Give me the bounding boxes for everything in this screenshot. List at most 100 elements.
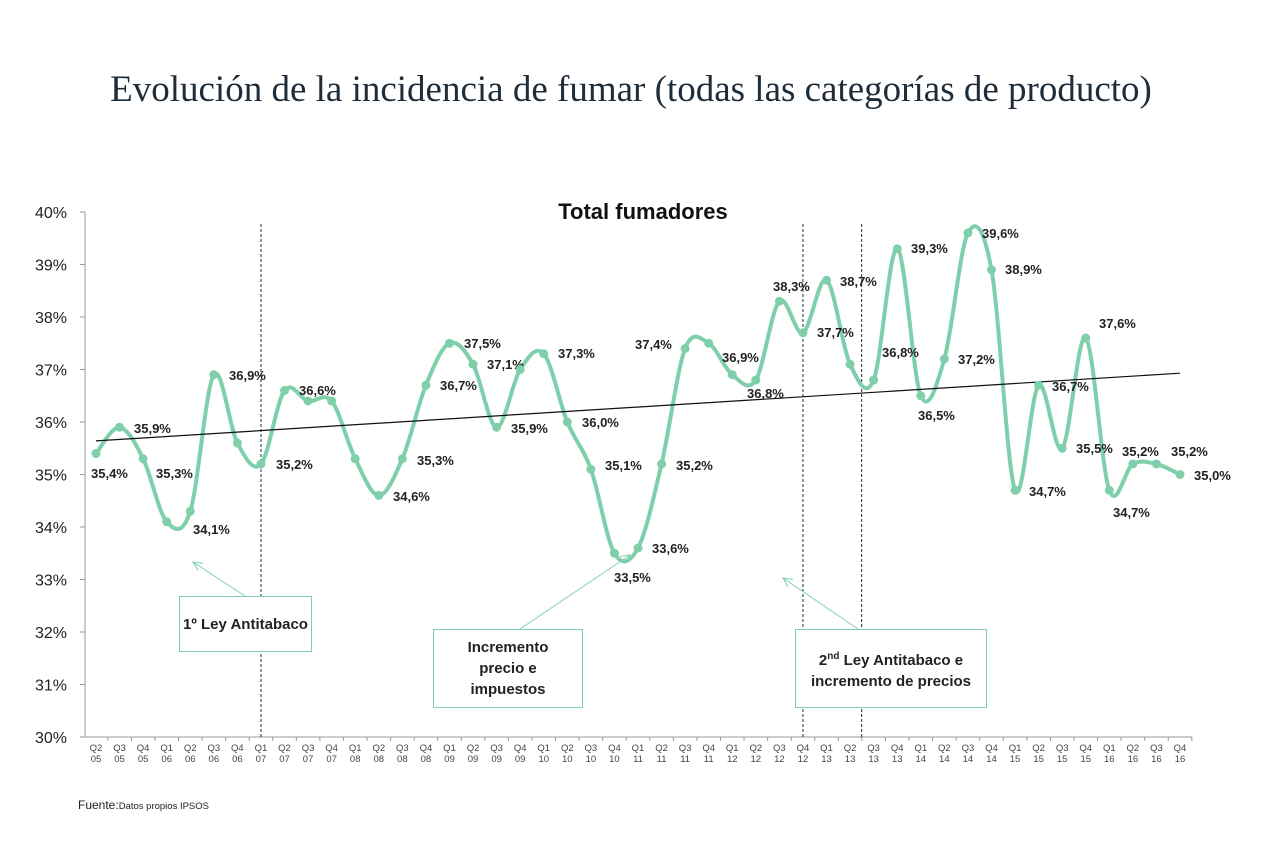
data-label: 39,3% (911, 241, 948, 256)
x-tick-label-quarter: Q4 (514, 743, 527, 754)
data-label: 35,2% (1122, 444, 1159, 459)
y-tick-label: 34% (35, 520, 67, 537)
x-tick-label-year: 11 (633, 754, 643, 765)
y-tick-label: 37% (35, 363, 67, 380)
x-tick-label-quarter: Q2 (938, 743, 951, 754)
x-tick-label-quarter: Q2 (844, 743, 857, 754)
data-point (1081, 333, 1091, 343)
x-tick-label-quarter: Q2 (561, 743, 574, 754)
annotation-sup: nd (827, 650, 840, 662)
x-tick-label-quarter: Q2 (749, 743, 762, 754)
x-tick-label-quarter: Q1 (1009, 743, 1022, 754)
data-label: 38,9% (1005, 262, 1042, 277)
annotation-text: 2nd Ley Antitabaco e incremento de preci… (806, 646, 976, 692)
x-tick-label-quarter: Q4 (1079, 743, 1092, 754)
data-point (1034, 380, 1044, 390)
data-point (444, 338, 454, 348)
x-tick-label-year: 07 (303, 754, 314, 765)
data-point (138, 454, 148, 464)
x-tick-label-year: 13 (845, 754, 856, 765)
x-tick-label-year: 14 (939, 754, 950, 765)
data-point (657, 459, 667, 469)
data-label: 34,7% (1113, 505, 1150, 520)
x-tick-label-quarter: Q2 (184, 743, 197, 754)
data-point (939, 354, 949, 364)
data-label: 35,3% (417, 453, 454, 468)
x-tick-label-year: 15 (1010, 754, 1021, 765)
data-label: 37,5% (464, 336, 501, 351)
x-tick-label-quarter: Q3 (490, 743, 503, 754)
data-point (633, 543, 643, 553)
data-point (303, 396, 313, 406)
x-tick-label-year: 07 (256, 754, 267, 765)
arrow-head-icon (620, 554, 631, 564)
annotation-second-law: 2nd Ley Antitabaco e incremento de preci… (795, 629, 987, 708)
chart-title: Total fumadores (558, 199, 728, 224)
x-tick-label-year: 14 (986, 754, 997, 765)
slide-title: Evolución de la incidencia de fumar (tod… (110, 69, 1152, 110)
x-tick-label-quarter: Q3 (773, 743, 786, 754)
x-tick-label-year: 13 (821, 754, 832, 765)
y-tick-label: 31% (35, 678, 67, 695)
data-point (256, 459, 266, 469)
data-label: 35,9% (511, 421, 548, 436)
y-tick-label: 38% (35, 310, 67, 327)
annotation-text: 1º Ley Antitabaco (183, 615, 308, 633)
x-tick-label-quarter: Q3 (585, 743, 598, 754)
x-tick-label-year: 12 (727, 754, 738, 765)
data-label: 36,0% (582, 415, 619, 430)
data-point (822, 275, 832, 285)
x-tick-label-quarter: Q1 (726, 743, 739, 754)
data-point (774, 296, 784, 306)
x-tick-label-year: 11 (657, 754, 667, 765)
x-tick-label-year: 12 (751, 754, 762, 765)
data-point (869, 375, 879, 385)
x-tick-label-year: 12 (798, 754, 809, 765)
x-tick-label-quarter: Q3 (962, 743, 975, 754)
x-tick-label-year: 08 (421, 754, 432, 765)
data-point (397, 454, 407, 464)
x-tick-label-year: 06 (232, 754, 243, 765)
x-tick-label-year: 13 (892, 754, 903, 765)
x-tick-label-year: 07 (279, 754, 290, 765)
x-tick-label-year: 05 (91, 754, 102, 765)
data-label: 34,6% (393, 489, 430, 504)
x-tick-label-quarter: Q1 (255, 743, 268, 754)
x-tick-label-year: 05 (138, 754, 149, 765)
x-tick-label-year: 10 (538, 754, 549, 765)
annotation-arrow (192, 561, 246, 597)
arrow-head-icon (192, 561, 203, 571)
x-tick-label-year: 08 (397, 754, 408, 765)
data-point (115, 422, 125, 432)
x-tick-label-quarter: Q2 (1032, 743, 1045, 754)
y-tick-label: 40% (35, 205, 67, 222)
x-tick-label-quarter: Q4 (325, 743, 338, 754)
x-tick-label-quarter: Q2 (655, 743, 668, 754)
data-label: 38,7% (840, 274, 877, 289)
x-tick-label-quarter: Q4 (608, 743, 621, 754)
x-tick-label-quarter: Q1 (820, 743, 833, 754)
x-tick-label-year: 13 (868, 754, 879, 765)
data-point (1010, 485, 1020, 495)
data-point (916, 391, 926, 401)
x-tick-label-year: 10 (586, 754, 597, 765)
data-point (185, 506, 195, 516)
annotation-arrow (519, 554, 631, 630)
x-tick-label-quarter: Q4 (231, 743, 244, 754)
x-tick-label-quarter: Q2 (467, 743, 480, 754)
data-label: 35,5% (1076, 441, 1113, 456)
data-point (727, 370, 737, 380)
x-tick-label-quarter: Q2 (372, 743, 385, 754)
data-point (680, 344, 690, 353)
x-tick-label-year: 16 (1151, 754, 1162, 765)
data-label: 35,2% (676, 458, 713, 473)
data-point (468, 359, 478, 369)
x-tick-label-year: 06 (161, 754, 172, 765)
annotation-price-increase: Incremento precio e impuestos (433, 629, 583, 708)
x-tick-label-year: 15 (1080, 754, 1091, 765)
x-tick-label-year: 08 (373, 754, 384, 765)
data-label: 35,2% (1171, 444, 1208, 459)
x-tick-label-year: 10 (562, 754, 573, 765)
data-point (845, 359, 855, 369)
arrow-head-icon (782, 577, 793, 587)
